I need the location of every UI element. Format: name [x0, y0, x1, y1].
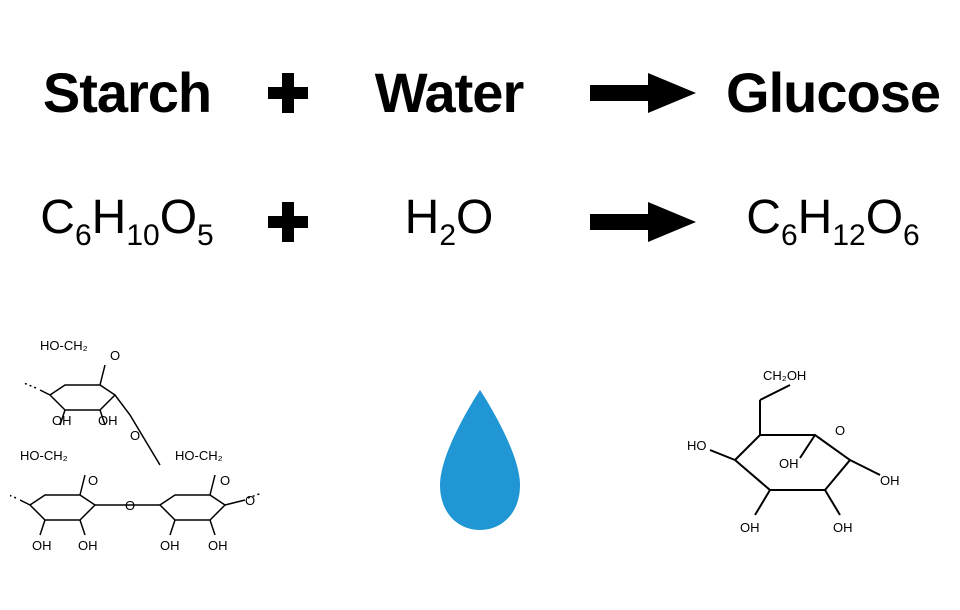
water-drop-icon	[320, 385, 640, 535]
starch-formula: C6H10O5	[40, 190, 213, 253]
glucose-formula-cell: C6H12O6	[706, 190, 960, 253]
svg-text:HO-CH₂: HO-CH₂	[20, 448, 68, 463]
svg-text:O: O	[130, 428, 140, 443]
svg-text:O: O	[835, 423, 845, 438]
svg-text:O: O	[110, 348, 120, 363]
svg-text:CH₂OH: CH₂OH	[763, 368, 806, 383]
svg-text:HO: HO	[687, 438, 707, 453]
svg-text:OH: OH	[78, 538, 98, 553]
glucose-word-cell: Glucose	[706, 60, 960, 125]
arrow-icon	[576, 69, 706, 117]
svg-text:OH: OH	[32, 538, 52, 553]
svg-text:HO-CH₂: HO-CH₂	[175, 448, 223, 463]
structures-row: HO-CH₂ O OH OH O HO-CH₂ O OH OH HO-CH₂ O…	[0, 330, 960, 590]
water-word-cell: Water	[322, 60, 576, 125]
svg-text:HO-CH₂: HO-CH₂	[40, 338, 88, 353]
svg-text:OH: OH	[52, 413, 72, 428]
equation-formulas-row: C6H10O5 H2O C6H12O6	[0, 190, 960, 253]
water-word: Water	[375, 60, 524, 125]
equation-words-row: Starch Water Glucose	[0, 60, 960, 125]
svg-text:OH: OH	[779, 456, 799, 471]
svg-text:OH: OH	[160, 538, 180, 553]
water-formula: H2O	[405, 190, 494, 253]
svg-text:O: O	[220, 473, 230, 488]
svg-text:OH: OH	[740, 520, 760, 535]
starch-word: Starch	[43, 60, 211, 125]
glucose-word: Glucose	[726, 60, 940, 125]
svg-text:O: O	[88, 473, 98, 488]
plus-icon	[254, 69, 322, 117]
starch-formula-cell: C6H10O5	[0, 190, 254, 253]
svg-text:O: O	[125, 498, 135, 513]
plus-icon	[254, 198, 322, 246]
svg-text:OH: OH	[208, 538, 228, 553]
svg-text:OH: OH	[98, 413, 118, 428]
water-formula-cell: H2O	[322, 190, 576, 253]
svg-text:OH: OH	[880, 473, 900, 488]
starch-structure: HO-CH₂ O OH OH O HO-CH₂ O OH OH HO-CH₂ O…	[0, 335, 320, 585]
glucose-formula: C6H12O6	[746, 190, 919, 253]
arrow-icon	[576, 198, 706, 246]
svg-text:OH: OH	[833, 520, 853, 535]
starch-word-cell: Starch	[0, 60, 254, 125]
glucose-structure: CH₂OH O OH OH OH HO OH	[640, 350, 960, 570]
